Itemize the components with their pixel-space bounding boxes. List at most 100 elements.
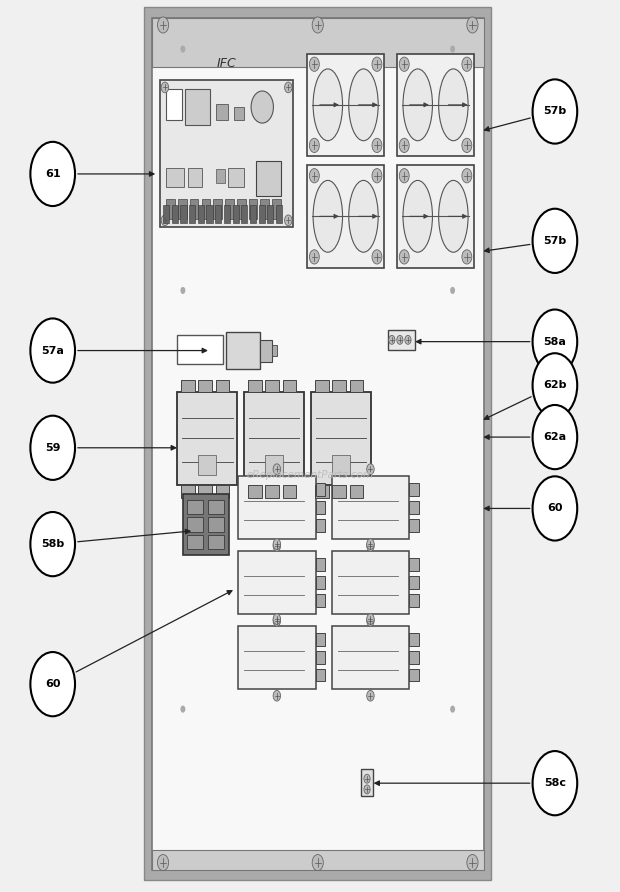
Ellipse shape: [403, 180, 433, 252]
Circle shape: [273, 614, 280, 624]
Circle shape: [273, 615, 280, 626]
Bar: [259, 205, 265, 223]
Circle shape: [309, 57, 319, 71]
Text: IFC: IFC: [217, 56, 236, 70]
Text: 59: 59: [45, 442, 61, 453]
Bar: [316, 633, 325, 646]
Circle shape: [372, 169, 382, 183]
Circle shape: [389, 335, 395, 344]
Circle shape: [273, 690, 280, 701]
Bar: [216, 380, 229, 392]
Bar: [409, 483, 419, 496]
Bar: [237, 199, 246, 219]
Bar: [332, 476, 409, 539]
Bar: [307, 165, 384, 268]
Circle shape: [285, 215, 292, 226]
Bar: [206, 205, 213, 223]
Bar: [316, 594, 325, 607]
Bar: [238, 626, 316, 689]
Bar: [283, 485, 296, 498]
Bar: [260, 199, 269, 219]
Bar: [332, 485, 346, 498]
Circle shape: [533, 209, 577, 273]
Text: 61: 61: [45, 169, 61, 179]
Circle shape: [309, 169, 319, 183]
Bar: [163, 205, 169, 223]
Bar: [152, 18, 484, 67]
Bar: [208, 517, 224, 532]
Bar: [232, 205, 239, 223]
Bar: [272, 345, 277, 356]
Bar: [316, 576, 325, 589]
Text: 58c: 58c: [544, 778, 566, 789]
Bar: [311, 392, 371, 485]
Circle shape: [367, 614, 374, 624]
Circle shape: [372, 57, 382, 71]
Bar: [409, 576, 419, 589]
Bar: [183, 494, 229, 555]
Bar: [265, 485, 279, 498]
Circle shape: [462, 138, 472, 153]
Bar: [316, 519, 325, 532]
Bar: [198, 205, 204, 223]
Bar: [198, 455, 216, 475]
Bar: [160, 80, 293, 227]
Circle shape: [533, 79, 577, 144]
Bar: [256, 161, 281, 196]
Bar: [397, 54, 474, 156]
Text: 58a: 58a: [544, 336, 566, 347]
Ellipse shape: [348, 180, 378, 252]
Circle shape: [367, 615, 374, 626]
Bar: [388, 330, 415, 350]
Circle shape: [364, 774, 370, 783]
Bar: [267, 205, 273, 223]
Bar: [409, 633, 419, 646]
Circle shape: [399, 57, 409, 71]
Bar: [189, 205, 195, 223]
Bar: [265, 455, 283, 475]
Circle shape: [467, 17, 478, 33]
Bar: [215, 205, 221, 223]
Circle shape: [533, 353, 577, 417]
Bar: [177, 335, 223, 364]
Bar: [260, 340, 272, 362]
Ellipse shape: [439, 69, 468, 141]
Bar: [272, 199, 281, 219]
Bar: [152, 18, 484, 870]
Circle shape: [251, 91, 273, 123]
Text: 57a: 57a: [42, 345, 64, 356]
Bar: [248, 380, 262, 392]
Circle shape: [462, 169, 472, 183]
Bar: [177, 392, 237, 485]
Bar: [409, 669, 419, 681]
Bar: [234, 107, 244, 120]
Circle shape: [161, 82, 169, 93]
Bar: [276, 205, 282, 223]
Bar: [166, 199, 175, 219]
Circle shape: [372, 250, 382, 264]
Circle shape: [157, 17, 169, 33]
Bar: [332, 455, 350, 475]
Text: 57b: 57b: [543, 106, 567, 117]
Bar: [316, 501, 325, 514]
Bar: [188, 168, 202, 187]
Circle shape: [273, 464, 280, 475]
Bar: [332, 551, 409, 614]
Bar: [316, 483, 325, 496]
Bar: [409, 558, 419, 571]
Bar: [181, 380, 195, 392]
Circle shape: [533, 310, 577, 374]
Circle shape: [309, 138, 319, 153]
Bar: [226, 332, 260, 369]
Bar: [248, 485, 262, 498]
Text: 58b: 58b: [41, 539, 64, 549]
Bar: [409, 501, 419, 514]
Bar: [198, 380, 212, 392]
Bar: [249, 199, 257, 219]
Text: eReplacementParts.com: eReplacementParts.com: [246, 469, 374, 480]
Text: 60: 60: [547, 503, 563, 514]
Circle shape: [533, 751, 577, 815]
Bar: [332, 626, 409, 689]
Bar: [316, 669, 325, 681]
Circle shape: [533, 405, 577, 469]
